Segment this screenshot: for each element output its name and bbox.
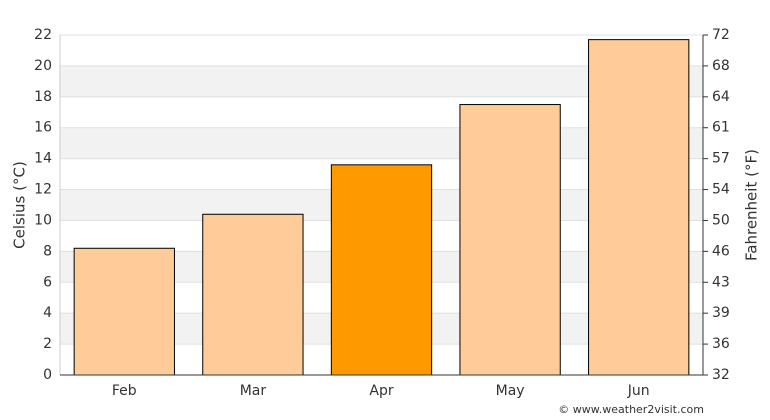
bar [588,39,690,376]
y-tick-label: 0 [43,367,52,383]
y2-tick-label: 68 [712,58,730,74]
y2-axis-label: Fahrenheit (°F) [743,149,761,261]
y-tick-label: 22 [34,27,52,43]
x-tick-label: May [496,383,525,399]
bar [73,247,175,376]
x-tick-label: Apr [369,383,393,399]
y2-tick-label: 57 [712,151,730,167]
y2-tick-label: 39 [712,305,730,321]
y-tick-label: 4 [43,305,52,321]
y-tick-label: 14 [34,151,52,167]
y2-tick-label: 64 [712,89,730,105]
x-tick-label: Mar [240,383,267,399]
y-tick-label: 18 [34,89,52,105]
y-tick-label: 2 [43,336,52,352]
y2-tick-label: 36 [712,336,730,352]
y2-tick-label: 61 [712,120,730,136]
y-axis-label: Celsius (°C) [11,161,29,249]
y2-tick-label: 54 [712,182,730,198]
y-tick-label: 16 [34,120,52,136]
bar [202,213,304,376]
y2-tick-label: 46 [712,243,730,259]
x-tick-label: Jun [627,383,650,399]
y-tick-label: 12 [34,182,52,198]
y-tick-label: 8 [43,243,52,259]
y2-tick-label: 32 [712,367,730,383]
x-tick-label: Feb [112,383,137,399]
y-tick-label: 10 [34,212,52,228]
y-tick-label: 20 [34,58,52,74]
y2-tick-label: 72 [712,27,730,43]
y2-tick-label: 43 [712,274,730,290]
bar [330,164,433,376]
y2-tick-label: 50 [712,212,730,228]
credit: © www.weather2visit.com [558,403,704,416]
bar [459,104,561,376]
y-tick-label: 6 [43,274,52,290]
